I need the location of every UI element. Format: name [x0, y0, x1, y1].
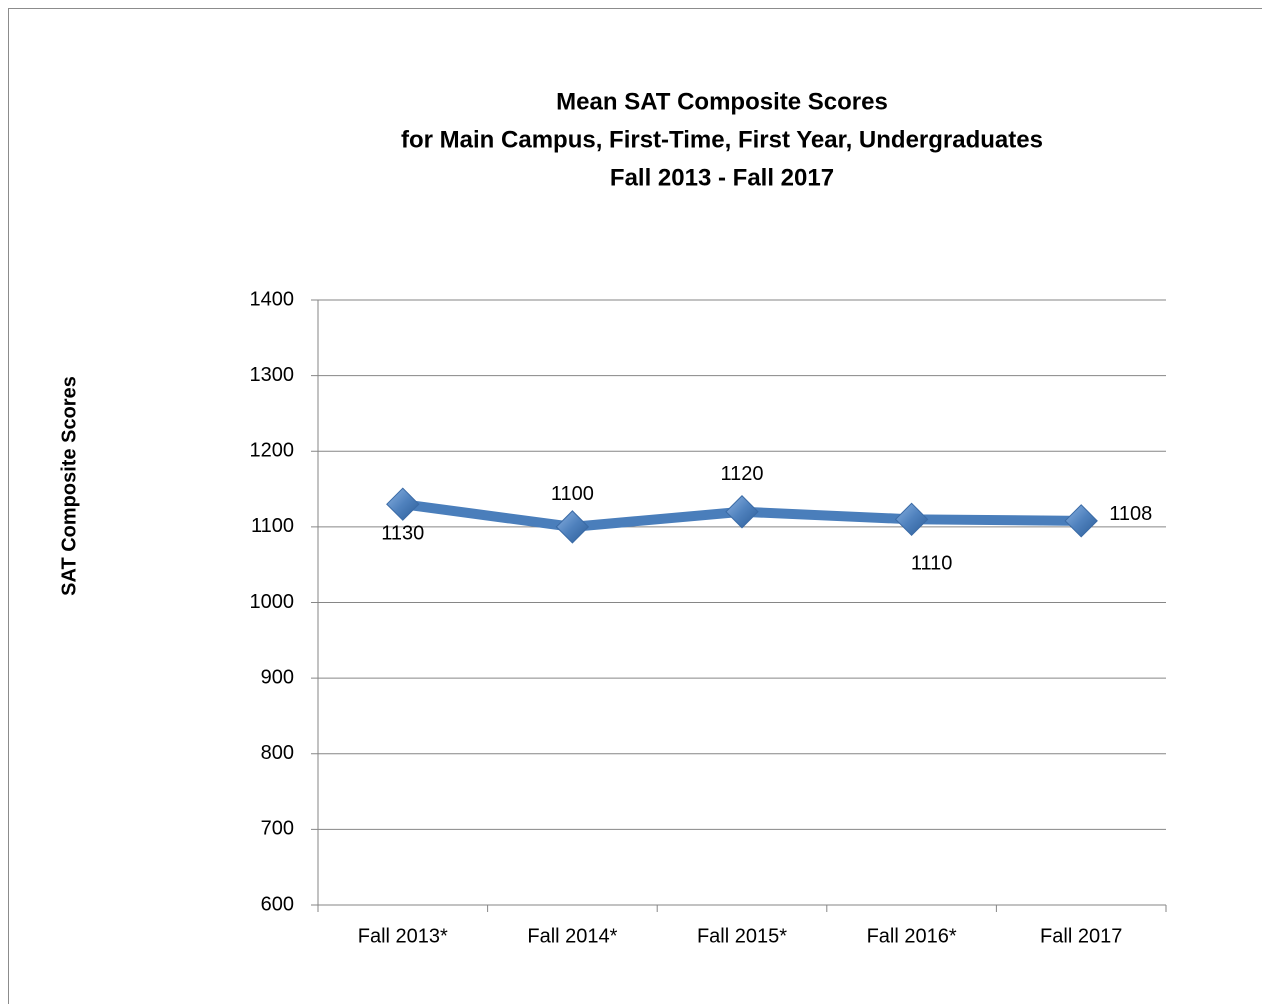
data-label: 1110 [911, 553, 953, 575]
y-tick-label: 800 [261, 742, 294, 764]
y-tick-label: 900 [261, 666, 294, 688]
x-tick-label: Fall 2015* [697, 925, 787, 947]
y-axis-label: SAT Composite Scores [58, 376, 80, 596]
chart-title: Mean SAT Composite Scores [556, 88, 888, 115]
marker [894, 502, 929, 537]
data-label: 1100 [551, 483, 594, 505]
y-tick-label: 700 [261, 818, 294, 840]
data-label: 1130 [381, 522, 424, 544]
x-tick-label: Fall 2016* [867, 925, 957, 947]
y-tick-label: 1400 [250, 288, 295, 310]
marker [386, 487, 420, 521]
y-tick-label: 600 [261, 893, 294, 915]
y-tick-label: 1200 [250, 440, 295, 462]
x-tick-label: Fall 2014* [527, 925, 617, 947]
data-label: 1108 [1109, 503, 1152, 525]
chart-title: Fall 2013 - Fall 2017 [610, 164, 834, 191]
chart-title: for Main Campus, First-Time, First Year,… [401, 126, 1043, 153]
y-tick-label: 1000 [250, 591, 295, 613]
y-tick-label: 1300 [250, 364, 295, 386]
y-tick-label: 1100 [251, 515, 294, 537]
marker [725, 495, 759, 529]
x-tick-label: Fall 2017 [1040, 925, 1122, 947]
data-label: 1120 [720, 463, 763, 485]
marker [555, 510, 590, 544]
x-tick-label: Fall 2013* [358, 925, 448, 947]
marker [1064, 504, 1098, 538]
chart-frame [8, 8, 1262, 1004]
